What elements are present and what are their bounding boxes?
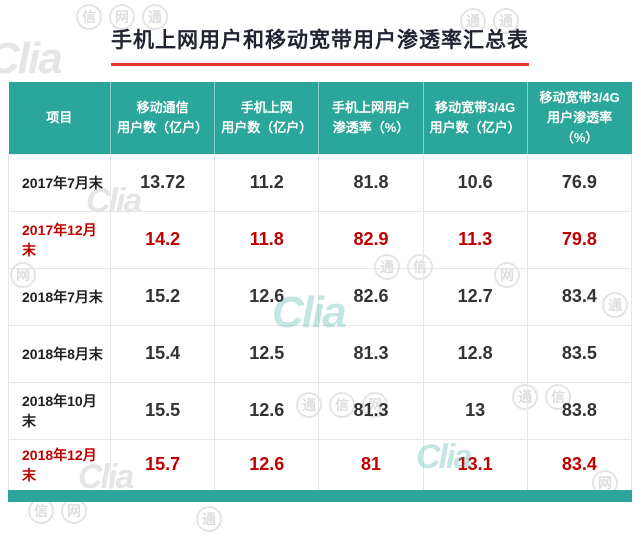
cell: 83.4 (526, 438, 633, 497)
col-header-item: 项目 (8, 82, 111, 154)
cell: 15.7 (109, 438, 216, 497)
row-label: 2017年7月末 (8, 153, 111, 212)
row-label: 2018年7月末 (8, 267, 111, 326)
cell: 82.9 (318, 210, 424, 269)
table-row: 2018年8月末 15.4 12.5 81.3 12.8 83.5 (8, 324, 633, 383)
table-row: 2018年10月末 15.5 12.6 81.3 13 83.8 (8, 381, 633, 440)
cell: 83.4 (526, 267, 633, 326)
cell: 83.8 (526, 381, 633, 440)
cell: 13.1 (422, 438, 528, 497)
cell: 79.8 (526, 210, 633, 269)
table-row: 2017年12月末 14.2 11.8 82.9 11.3 79.8 (8, 210, 633, 269)
col-header-internet-penetration: 手机上网用户 渗透率（%） (318, 82, 424, 154)
cell: 10.6 (422, 153, 528, 212)
cell: 15.2 (109, 267, 216, 326)
cell: 13.72 (109, 153, 216, 212)
col-header-broadband-penetration: 移动宽带3/4G 用户渗透率 （%） (526, 82, 632, 154)
cell: 11.3 (422, 210, 528, 269)
row-label: 2018年12月末 (8, 438, 111, 497)
watermark-stamp: 通 (196, 506, 222, 532)
table-body: 2017年7月末 13.72 11.2 81.8 10.6 76.9 2017年… (8, 153, 633, 497)
cell: 76.9 (526, 153, 633, 212)
col-header-mobile-internet-users: 手机上网 用户数（亿户） (214, 82, 319, 154)
cell: 12.7 (422, 267, 528, 326)
page-title: 手机上网用户和移动宽带用户渗透率汇总表 (111, 24, 529, 66)
watermark-char: 通 (196, 506, 222, 532)
cell: 12.6 (214, 267, 320, 326)
col-header-mobile-users: 移动通信 用户数（亿户） (109, 82, 215, 154)
cell: 12.6 (214, 438, 320, 497)
row-label: 2018年10月末 (8, 381, 111, 440)
cell: 81 (318, 438, 424, 497)
table-header: 项目 移动通信 用户数（亿户） 手机上网 用户数（亿户） 手机上网用户 渗透率（… (8, 82, 632, 154)
cell: 81.8 (318, 153, 424, 212)
cell: 12.6 (214, 381, 320, 440)
table-row: 2017年7月末 13.72 11.2 81.8 10.6 76.9 (8, 153, 633, 212)
cell: 81.3 (318, 324, 424, 383)
table-row: 2018年7月末 15.2 12.6 82.6 12.7 83.4 (8, 267, 633, 326)
cell: 13 (422, 381, 528, 440)
cell: 11.2 (214, 153, 320, 212)
cell: 15.5 (109, 381, 216, 440)
cell: 12.8 (422, 324, 528, 383)
page-header: 手机上网用户和移动宽带用户渗透率汇总表 (0, 0, 640, 66)
cell: 83.5 (526, 324, 633, 383)
cell: 15.4 (109, 324, 216, 383)
cell: 14.2 (109, 210, 216, 269)
cell: 12.5 (214, 324, 320, 383)
row-label: 2018年8月末 (8, 324, 111, 383)
col-header-broadband-users: 移动宽带3/4G 用户数（亿户） (422, 82, 528, 154)
cell: 11.8 (214, 210, 320, 269)
data-table: 项目 移动通信 用户数（亿户） 手机上网 用户数（亿户） 手机上网用户 渗透率（… (8, 82, 633, 502)
cell: 81.3 (318, 381, 424, 440)
table-row: 2018年12月末 15.7 12.6 81 13.1 83.4 (8, 438, 633, 497)
cell: 82.6 (318, 267, 424, 326)
row-label: 2017年12月末 (8, 210, 111, 269)
